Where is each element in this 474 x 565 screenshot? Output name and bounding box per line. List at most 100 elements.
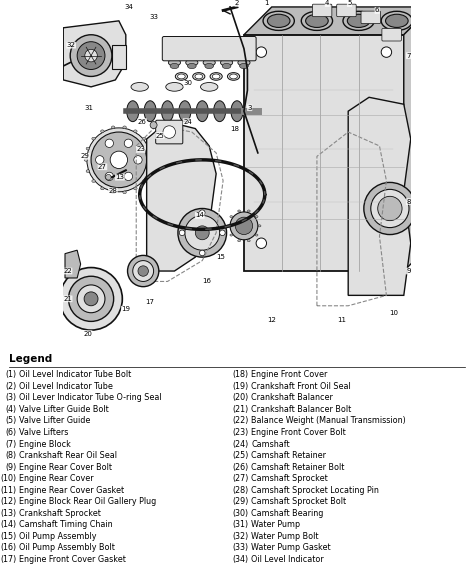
Ellipse shape	[168, 59, 181, 66]
Ellipse shape	[144, 101, 156, 121]
Text: Engine Rear Cover Bolt: Engine Rear Cover Bolt	[19, 463, 112, 472]
Text: (24): (24)	[233, 440, 249, 449]
Ellipse shape	[84, 158, 88, 161]
Text: Engine Rear Cover Gasket: Engine Rear Cover Gasket	[19, 486, 124, 495]
Ellipse shape	[214, 101, 226, 121]
Text: (18): (18)	[233, 370, 249, 379]
Text: Engine Block: Engine Block	[19, 440, 71, 449]
Text: (13): (13)	[0, 508, 17, 518]
Text: 1: 1	[264, 1, 268, 6]
Ellipse shape	[148, 170, 152, 172]
Text: 9: 9	[406, 268, 411, 274]
Ellipse shape	[92, 137, 95, 140]
Ellipse shape	[231, 101, 243, 121]
FancyBboxPatch shape	[112, 45, 126, 69]
Text: Engine Rear Cover: Engine Rear Cover	[19, 474, 93, 483]
Circle shape	[235, 217, 253, 234]
Ellipse shape	[196, 101, 209, 121]
Circle shape	[105, 172, 113, 181]
Text: Legend: Legend	[9, 354, 53, 364]
Ellipse shape	[247, 240, 250, 242]
Ellipse shape	[142, 137, 146, 140]
Circle shape	[85, 49, 97, 62]
Text: (14): (14)	[0, 520, 17, 529]
Text: Camshaft Bearing: Camshaft Bearing	[251, 508, 324, 518]
Text: (2): (2)	[5, 382, 17, 391]
Text: 31: 31	[84, 105, 93, 111]
Ellipse shape	[142, 180, 146, 182]
Text: Camshaft Retainer: Camshaft Retainer	[251, 451, 326, 460]
Text: Valve Lifter Guide: Valve Lifter Guide	[19, 416, 91, 425]
Ellipse shape	[201, 82, 218, 91]
Text: Oil Level Indicator Tube Bolt: Oil Level Indicator Tube Bolt	[19, 370, 131, 379]
Text: 2: 2	[235, 1, 239, 6]
Circle shape	[60, 268, 122, 330]
Text: Camshaft Sprocket: Camshaft Sprocket	[251, 474, 328, 483]
Circle shape	[256, 238, 266, 249]
Text: (23): (23)	[233, 428, 249, 437]
Text: 6: 6	[375, 7, 380, 14]
Text: 12: 12	[267, 316, 276, 323]
Ellipse shape	[100, 187, 104, 190]
Ellipse shape	[86, 170, 90, 172]
Text: Water Pump Gasket: Water Pump Gasket	[251, 544, 331, 553]
Text: 10: 10	[389, 310, 398, 316]
Ellipse shape	[178, 74, 185, 79]
Text: Valve Lifters: Valve Lifters	[19, 428, 68, 437]
Text: 7: 7	[406, 53, 411, 59]
Text: (22): (22)	[232, 416, 249, 425]
Ellipse shape	[220, 59, 233, 66]
Text: (16): (16)	[0, 544, 17, 553]
Text: Oil Level Indicator Tube: Oil Level Indicator Tube	[19, 382, 113, 391]
FancyBboxPatch shape	[337, 4, 356, 17]
Text: Engine Front Cover Gasket: Engine Front Cover Gasket	[19, 555, 126, 564]
Circle shape	[70, 34, 112, 76]
Text: 22: 22	[63, 268, 72, 274]
Circle shape	[256, 47, 266, 57]
Ellipse shape	[150, 158, 154, 161]
Text: (15): (15)	[0, 532, 17, 541]
Text: 16: 16	[202, 279, 211, 284]
Polygon shape	[348, 97, 411, 295]
Text: Camshaft Sprocket Locating Pin: Camshaft Sprocket Locating Pin	[251, 486, 379, 495]
Text: (21): (21)	[233, 405, 249, 414]
Circle shape	[96, 156, 104, 164]
Text: Crankshaft Balancer Bolt: Crankshaft Balancer Bolt	[251, 405, 351, 414]
Circle shape	[124, 139, 133, 147]
Text: 34: 34	[125, 4, 134, 10]
Text: (34): (34)	[233, 555, 249, 564]
Text: (30): (30)	[233, 508, 249, 518]
Ellipse shape	[255, 234, 258, 236]
Ellipse shape	[267, 14, 290, 28]
Text: (28): (28)	[233, 486, 249, 495]
Circle shape	[68, 276, 114, 321]
Text: (5): (5)	[5, 416, 17, 425]
Text: 23: 23	[136, 146, 145, 153]
Circle shape	[381, 47, 392, 57]
Ellipse shape	[92, 180, 95, 182]
Circle shape	[195, 226, 209, 240]
Text: 19: 19	[121, 306, 130, 312]
Text: (10): (10)	[0, 474, 17, 483]
Ellipse shape	[123, 126, 127, 129]
Text: (31): (31)	[233, 520, 249, 529]
Text: 15: 15	[216, 254, 225, 260]
Ellipse shape	[255, 216, 258, 218]
Ellipse shape	[227, 225, 230, 227]
Text: (32): (32)	[233, 532, 249, 541]
Text: Oil Lever Indicator Tube O-ring Seal: Oil Lever Indicator Tube O-ring Seal	[19, 393, 162, 402]
Text: Crankshaft Front Oil Seal: Crankshaft Front Oil Seal	[251, 382, 351, 391]
FancyBboxPatch shape	[382, 28, 401, 41]
Polygon shape	[146, 121, 216, 271]
Text: (20): (20)	[233, 393, 249, 402]
Text: (33): (33)	[233, 544, 249, 553]
Text: 32: 32	[67, 42, 76, 48]
Circle shape	[200, 210, 205, 215]
Text: Camshaft Sprocket Bolt: Camshaft Sprocket Bolt	[251, 497, 346, 506]
Text: Camshaft: Camshaft	[251, 440, 290, 449]
Circle shape	[381, 238, 392, 249]
Circle shape	[219, 230, 225, 236]
Ellipse shape	[210, 73, 222, 80]
Ellipse shape	[134, 187, 137, 190]
Ellipse shape	[306, 14, 328, 28]
